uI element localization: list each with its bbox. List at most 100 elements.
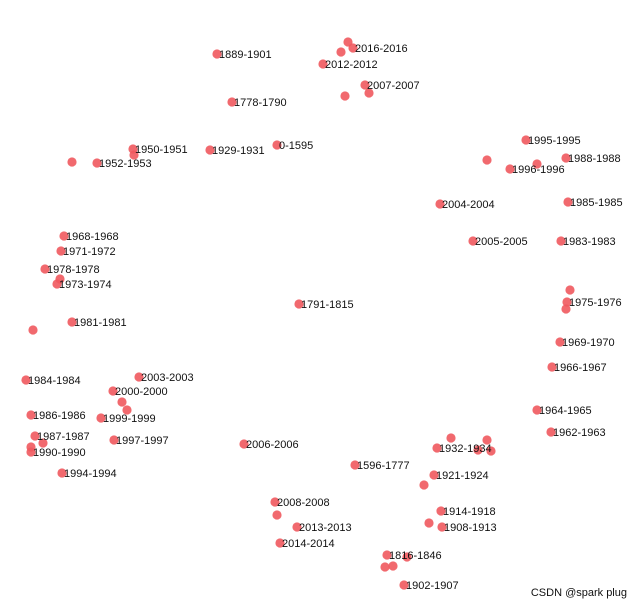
scatter-point	[348, 43, 358, 53]
scatter-point	[212, 49, 222, 59]
point-label: 1908-1913	[444, 522, 497, 534]
scatter-point	[432, 443, 442, 453]
scatter-point	[56, 246, 66, 256]
scatter-point	[561, 304, 571, 314]
scatter-point	[468, 236, 478, 246]
scatter-point	[205, 145, 215, 155]
point-label: 2016-2016	[355, 43, 408, 55]
scatter-point	[134, 372, 144, 382]
scatter-point	[96, 413, 106, 423]
scatter-point	[547, 362, 557, 372]
scatter-point	[532, 159, 542, 169]
scatter-point	[40, 264, 50, 274]
points-layer	[21, 37, 575, 590]
scatter-point	[340, 91, 350, 101]
scatter-point	[227, 97, 237, 107]
point-label: 1914-1918	[443, 506, 496, 518]
scatter-point	[436, 506, 446, 516]
point-label: 2014-2014	[282, 538, 335, 550]
scatter-point	[419, 480, 429, 490]
scatter-point	[473, 445, 483, 455]
point-label: 1973-1974	[59, 279, 112, 291]
scatter-point	[21, 375, 31, 385]
point-label: 1921-1924	[436, 470, 489, 482]
point-label: 2006-2006	[246, 439, 299, 451]
scatter-point	[561, 153, 571, 163]
labels-layer: 1889-1901 2016-2016 2012-2012 2007-2007 1778…	[28, 43, 623, 592]
scatter-point	[92, 158, 102, 168]
point-label: 1966-1967	[554, 362, 607, 374]
scatter-point	[437, 522, 447, 532]
watermark-text: CSDN @spark plug	[531, 587, 627, 599]
scatter-point	[270, 497, 280, 507]
point-label: 2013-2013	[299, 522, 352, 534]
point-label: 1995-1995	[528, 135, 581, 147]
scatter-point	[57, 468, 67, 478]
scatter-point	[108, 386, 118, 396]
point-label: 1968-1968	[66, 231, 119, 243]
scatter-point	[382, 550, 392, 560]
point-label: 2007-2007	[367, 80, 420, 92]
point-label: 2003-2003	[141, 372, 194, 384]
scatter-point	[26, 447, 36, 457]
scatter-point	[239, 439, 249, 449]
scatter-point	[30, 431, 40, 441]
point-label: 1981-1981	[74, 317, 127, 329]
point-label: 1990-1990	[33, 447, 86, 459]
scatter-point	[429, 470, 439, 480]
scatter-point	[318, 59, 328, 69]
point-label: 0-1595	[279, 140, 313, 152]
scatter-point	[59, 231, 69, 241]
scatter-point	[388, 561, 398, 571]
point-label: 1889-1901	[219, 49, 272, 61]
point-label: 1978-1978	[47, 264, 100, 276]
point-label: 1969-1970	[562, 337, 615, 349]
scatter-point	[435, 199, 445, 209]
point-label: 1816-1846	[389, 550, 442, 562]
scatter-point	[129, 150, 139, 160]
scatter-point	[38, 438, 48, 448]
scatter-point	[117, 397, 127, 407]
point-label: 1984-1984	[28, 375, 81, 387]
point-label: 1988-1988	[568, 153, 621, 165]
point-label: 2012-2012	[325, 59, 378, 71]
point-label: 2000-2000	[115, 386, 168, 398]
point-label: 1971-1972	[63, 246, 116, 258]
scatter-point	[482, 435, 492, 445]
point-label: 1778-1790	[234, 97, 287, 109]
point-label: 1964-1965	[539, 405, 592, 417]
scatter-point	[556, 236, 566, 246]
scatter-point	[482, 155, 492, 165]
scatter-point	[275, 538, 285, 548]
scatter-point	[521, 135, 531, 145]
scatter-point	[336, 47, 346, 57]
scatter-point	[26, 410, 36, 420]
scatter-point	[380, 562, 390, 572]
point-label: 1999-1999	[103, 413, 156, 425]
point-label: 1950-1951	[135, 144, 188, 156]
point-label: 1791-1815	[301, 299, 354, 311]
scatter-point	[486, 446, 496, 456]
scatter-point	[399, 580, 409, 590]
scatter-point	[424, 518, 434, 528]
scatter-point	[122, 405, 132, 415]
point-label: 1987-1987	[37, 431, 90, 443]
scatter-point	[67, 157, 77, 167]
scatter-point	[364, 88, 374, 98]
scatter-point	[272, 510, 282, 520]
point-label: 1994-1994	[64, 468, 117, 480]
point-label: 1983-1983	[563, 236, 616, 248]
point-label: 1996-1996	[512, 164, 565, 176]
scatter-point	[109, 435, 119, 445]
point-label: 1975-1976	[569, 297, 622, 309]
scatter-point	[292, 522, 302, 532]
point-label: 1952-1953	[99, 158, 152, 170]
point-label: 1997-1997	[116, 435, 169, 447]
scatter-point	[294, 299, 304, 309]
scatter-point	[52, 279, 62, 289]
scatter-point	[546, 427, 556, 437]
point-label: 1902-1907	[406, 580, 459, 592]
point-label: 2008-2008	[277, 497, 330, 509]
scatter-point	[446, 433, 456, 443]
scatter-point	[562, 297, 572, 307]
